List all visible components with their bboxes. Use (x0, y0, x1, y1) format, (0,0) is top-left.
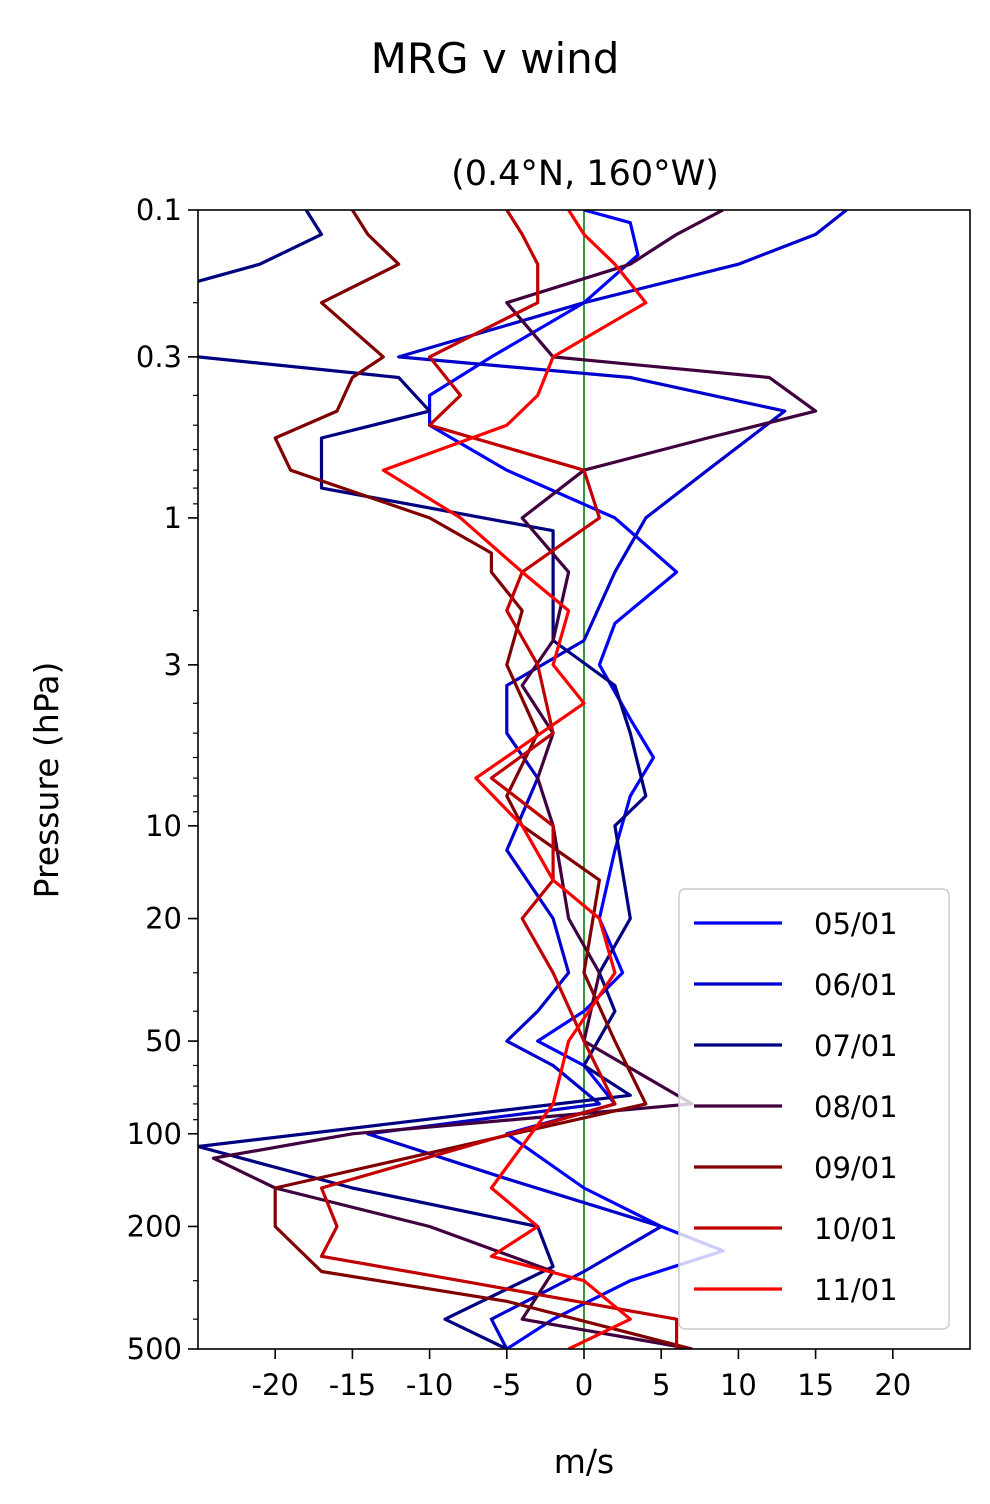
chart-title: MRG v wind (371, 34, 620, 83)
x-tick-label: -20 (252, 1368, 299, 1402)
series-line-09-01 (273, 210, 693, 1349)
legend-label: 10/01 (814, 1212, 898, 1246)
legend-box (678, 888, 950, 1330)
x-axis: -20 -15 -10 -5 0 5 10 15 20 (252, 1349, 911, 1402)
series-line-11-01 (381, 210, 648, 1349)
y-axis-label: Pressure (hPa) (27, 662, 66, 899)
y-tick-label: 100 (127, 1117, 182, 1151)
legend-label: 09/01 (814, 1151, 898, 1185)
x-tick-label: -5 (492, 1368, 521, 1402)
y-tick-label: 3 (164, 648, 182, 682)
x-tick-label: 20 (874, 1368, 911, 1402)
legend-label: 08/01 (814, 1090, 898, 1124)
y-tick-label: 1 (164, 501, 182, 535)
y-tick-label: 20 (145, 902, 182, 936)
series-line-07-01 (198, 210, 648, 1349)
y-tick-label: 50 (145, 1024, 182, 1058)
x-tick-label: -10 (406, 1368, 453, 1402)
series-lines (198, 210, 848, 1349)
x-axis-label: m/s (554, 1442, 614, 1481)
y-axis: 0.1 0.3 1 3 10 20 50 100 200 500 (127, 193, 198, 1366)
legend-label: 11/01 (814, 1273, 898, 1307)
y-tick-label: 200 (127, 1209, 182, 1243)
legend-label: 06/01 (814, 968, 898, 1002)
x-tick-label: 10 (720, 1368, 757, 1402)
x-tick-label: 15 (797, 1368, 834, 1402)
y-tick-label: 10 (145, 809, 182, 843)
y-tick-label: 500 (127, 1332, 182, 1366)
x-tick-label: -15 (329, 1368, 376, 1402)
legend-label: 07/01 (814, 1029, 898, 1063)
legend: 05/01 06/01 07/01 08/01 09/01 10/01 11/01 (678, 888, 950, 1330)
series-line-10-01 (319, 210, 679, 1349)
x-tick-label: 0 (575, 1368, 593, 1402)
y-tick-label: 0.1 (136, 193, 182, 227)
chart-subtitle: (0.4°N, 160°W) (451, 154, 719, 194)
y-tick-label: 0.3 (136, 340, 182, 374)
legend-label: 05/01 (814, 907, 898, 941)
x-tick-label: 5 (652, 1368, 670, 1402)
